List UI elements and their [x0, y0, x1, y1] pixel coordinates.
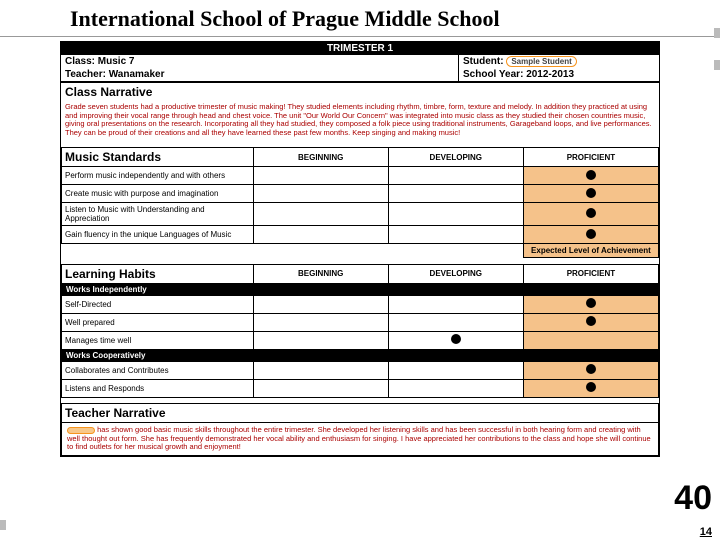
- class-narrative-header: Class Narrative: [61, 82, 659, 101]
- learning-habits-title: Learning Habits: [62, 264, 254, 283]
- page-title: International School of Prague Middle Sc…: [0, 0, 720, 37]
- student-value: Sample Student: [506, 56, 576, 67]
- teacher-narrative-body: has shown good basic music skills throug…: [67, 425, 651, 451]
- col-proficient: PROFICIENT: [523, 148, 658, 167]
- expected-row: Expected Level of Achievement: [62, 244, 659, 258]
- rubric-cell: [253, 331, 388, 349]
- rubric-cell: [253, 185, 388, 203]
- col-developing: DEVELOPING: [388, 148, 523, 167]
- rubric-cell: [253, 361, 388, 379]
- mark-dot-icon: [451, 334, 461, 344]
- row-label: Listens and Responds: [62, 379, 254, 397]
- rubric-cell: [388, 313, 523, 331]
- rubric-cell: [253, 203, 388, 226]
- mark-dot-icon: [586, 188, 596, 198]
- rubric-cell: [253, 379, 388, 397]
- row-label: Manages time well: [62, 331, 254, 349]
- rubric-cell: [523, 226, 658, 244]
- redacted-name-pill: [67, 427, 95, 434]
- row-label: Gain fluency in the unique Languages of …: [62, 226, 254, 244]
- report-card: TRIMESTER 1 Class: Music 7 Student: Samp…: [60, 41, 660, 457]
- mark-dot-icon: [586, 364, 596, 374]
- mark-dot-icon: [586, 170, 596, 180]
- table-row: Collaborates and Contributes: [62, 361, 659, 379]
- rubric-cell: [388, 185, 523, 203]
- col-developing-2: DEVELOPING: [388, 264, 523, 283]
- rubric-cell: [253, 313, 388, 331]
- row-label: Perform music independently and with oth…: [62, 167, 254, 185]
- mark-dot-icon: [586, 298, 596, 308]
- rubric-cell: [388, 361, 523, 379]
- mark-dot-icon: [586, 208, 596, 218]
- slide-number-large: 40: [674, 479, 712, 518]
- table-row: Listens and Responds: [62, 379, 659, 397]
- expected-label: Expected Level of Achievement: [523, 244, 658, 258]
- rubric-cell: [388, 167, 523, 185]
- mark-dot-icon: [586, 229, 596, 239]
- table-row: Create music with purpose and imaginatio…: [62, 185, 659, 203]
- col-beginning: BEGINNING: [253, 148, 388, 167]
- rubric-cell: [388, 226, 523, 244]
- table-row: Manages time well: [62, 331, 659, 349]
- trimester-header: TRIMESTER 1: [61, 42, 659, 55]
- rubric-cell: [253, 167, 388, 185]
- deco-tick: [714, 28, 720, 38]
- class-narrative-title: Class Narrative: [61, 83, 659, 101]
- col-beginning-2: BEGINNING: [253, 264, 388, 283]
- year-value: 2012-2013: [526, 69, 574, 80]
- works-independently-header: Works Independently: [62, 283, 659, 295]
- rubric-cell: [523, 185, 658, 203]
- row-label: Well prepared: [62, 313, 254, 331]
- rubric-cell: [388, 379, 523, 397]
- row-label: Create music with purpose and imaginatio…: [62, 185, 254, 203]
- col-proficient-2: PROFICIENT: [523, 264, 658, 283]
- student-label: Student:: [463, 56, 504, 67]
- class-value: Music 7: [98, 56, 135, 67]
- rubric-cell: [253, 226, 388, 244]
- mark-dot-icon: [586, 382, 596, 392]
- class-narrative-body: Grade seven students had a productive tr…: [61, 101, 659, 142]
- deco-tick: [0, 520, 6, 530]
- teacher-label: Teacher:: [65, 69, 106, 80]
- year-label: School Year:: [463, 69, 523, 80]
- table-row: Perform music independently and with oth…: [62, 167, 659, 185]
- class-label: Class:: [65, 56, 95, 67]
- rubric-cell: [523, 379, 658, 397]
- rubric-cell: [388, 295, 523, 313]
- slide-number-small: 14: [700, 526, 712, 538]
- row-label: Collaborates and Contributes: [62, 361, 254, 379]
- rubric-cell: [523, 295, 658, 313]
- rubric-cell: [253, 295, 388, 313]
- row-label: Self-Directed: [62, 295, 254, 313]
- mark-dot-icon: [586, 316, 596, 326]
- info-row-1: Class: Music 7 Student: Sample Student: [61, 55, 659, 68]
- rubric-cell: [523, 313, 658, 331]
- teacher-narrative-title: Teacher Narrative: [62, 404, 659, 423]
- learning-habits-table: Learning Habits BEGINNING DEVELOPING PRO…: [61, 258, 659, 398]
- table-row: Well prepared: [62, 313, 659, 331]
- deco-tick: [714, 60, 720, 70]
- rubric-cell: [388, 331, 523, 349]
- info-row-2: Teacher: Wanamaker School Year: 2012-201…: [61, 68, 659, 82]
- table-row: Self-Directed: [62, 295, 659, 313]
- teacher-narrative-box: Teacher Narrative has shown good basic m…: [61, 398, 659, 456]
- table-row: Gain fluency in the unique Languages of …: [62, 226, 659, 244]
- works-cooperatively-header: Works Cooperatively: [62, 349, 659, 361]
- rubric-cell: [523, 361, 658, 379]
- rubric-cell: [523, 167, 658, 185]
- music-standards-table: Music Standards BEGINNING DEVELOPING PRO…: [61, 142, 659, 259]
- teacher-value: Wanamaker: [109, 69, 165, 80]
- table-row: Listen to Music with Understanding and A…: [62, 203, 659, 226]
- music-standards-title: Music Standards: [62, 148, 254, 167]
- rubric-cell: [523, 203, 658, 226]
- rubric-cell: [388, 203, 523, 226]
- row-label: Listen to Music with Understanding and A…: [62, 203, 254, 226]
- rubric-cell: [523, 331, 658, 349]
